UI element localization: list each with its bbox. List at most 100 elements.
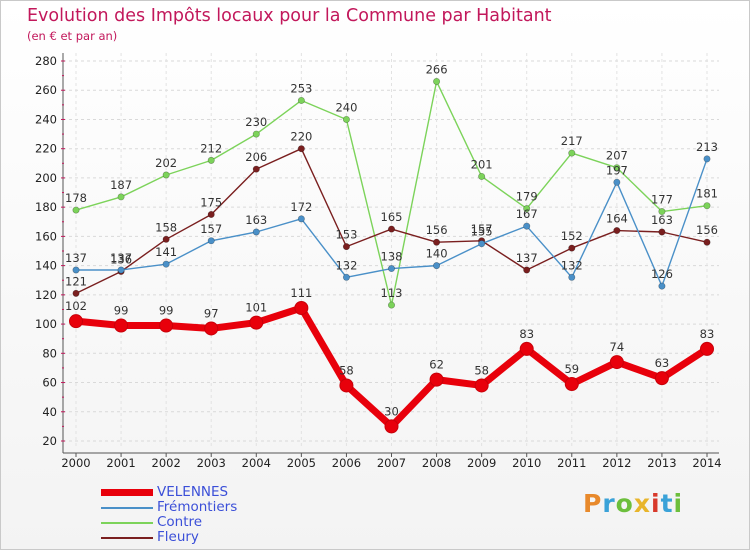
data-label: 165: [381, 210, 403, 224]
data-label: 30: [384, 404, 399, 418]
data-label: 59: [564, 362, 579, 376]
data-point: [204, 321, 219, 336]
logo-letter: i: [673, 489, 684, 518]
data-label: 253: [290, 81, 312, 95]
data-point: [117, 193, 125, 201]
data-label: 141: [155, 245, 177, 259]
data-label: 137: [516, 251, 538, 265]
data-point: [162, 260, 170, 268]
data-label: 201: [471, 157, 493, 171]
data-point: [564, 377, 579, 391]
data-point: [433, 77, 441, 85]
legend-swatch: [101, 537, 153, 539]
x-tick-label: 2013: [647, 456, 676, 470]
y-tick-label: 120: [35, 288, 57, 302]
data-point: [384, 419, 399, 434]
data-label: 155: [471, 225, 493, 239]
data-point: [568, 149, 576, 157]
logo-letter: o: [615, 489, 634, 518]
legend-swatch: [101, 489, 153, 496]
data-point: [658, 228, 666, 236]
data-label: 212: [200, 141, 222, 155]
data-label: 202: [155, 156, 177, 170]
data-point: [523, 222, 531, 230]
data-point: [433, 262, 441, 270]
x-tick-label: 2006: [332, 456, 361, 470]
data-point: [342, 243, 350, 251]
data-point: [117, 266, 125, 274]
data-point: [114, 318, 129, 333]
data-label: 172: [290, 200, 312, 214]
data-point: [568, 244, 576, 252]
data-label: 220: [290, 130, 312, 144]
data-label: 167: [516, 207, 538, 221]
x-tick-label: 2010: [512, 456, 541, 470]
data-label: 156: [426, 223, 448, 237]
data-label: 138: [381, 250, 403, 264]
data-point: [162, 235, 170, 243]
data-point: [294, 301, 309, 315]
data-label: 99: [114, 304, 129, 318]
data-point: [609, 355, 624, 370]
x-tick-label: 2008: [422, 456, 451, 470]
data-point: [252, 165, 260, 173]
data-point: [342, 273, 350, 281]
data-point: [478, 240, 486, 248]
data-label: 137: [65, 251, 87, 265]
data-point: [658, 208, 666, 216]
data-label: 83: [700, 327, 715, 341]
data-label: 58: [339, 363, 354, 377]
data-label: 126: [651, 267, 673, 281]
y-tick-label: 280: [35, 54, 57, 68]
y-tick-label: 140: [35, 259, 57, 273]
legend-swatch: [101, 507, 153, 509]
data-point: [297, 215, 305, 223]
data-point: [342, 115, 350, 123]
data-point: [658, 282, 666, 290]
logo-letter: P: [583, 489, 603, 518]
data-point: [613, 178, 621, 186]
y-tick-label: 200: [35, 171, 57, 185]
proxiti-logo: Proxiti: [583, 489, 683, 518]
data-label: 163: [651, 213, 673, 227]
logo-letter: x: [633, 489, 651, 518]
y-tick-label: 100: [35, 317, 57, 331]
data-label: 58: [474, 363, 489, 377]
y-tick-label: 40: [42, 405, 57, 419]
legend-label: Fleury: [157, 529, 199, 545]
data-point: [297, 145, 305, 153]
data-point: [523, 205, 531, 213]
legend-label: VELENNES: [157, 484, 229, 500]
legend-label: Frémontiers: [157, 499, 238, 515]
data-point: [72, 289, 80, 297]
data-label: 207: [606, 149, 628, 163]
data-label: 140: [426, 247, 448, 261]
data-point: [613, 164, 621, 172]
data-point: [387, 265, 395, 273]
data-label: 266: [426, 62, 448, 76]
data-label: 187: [110, 178, 132, 192]
data-point: [252, 130, 260, 138]
chart-title: Evolution des Impôts locaux pour la Comm…: [27, 6, 552, 26]
data-point: [523, 266, 531, 274]
y-tick-label: 80: [42, 346, 57, 360]
data-label: 164: [606, 212, 628, 226]
data-label: 62: [429, 358, 444, 372]
data-point: [69, 314, 83, 329]
data-point: [519, 341, 534, 356]
data-label: 181: [696, 187, 718, 201]
data-point: [72, 206, 80, 214]
data-label: 206: [245, 150, 267, 164]
x-tick-label: 2011: [557, 456, 586, 470]
data-label: 137: [110, 251, 132, 265]
data-point: [387, 225, 395, 233]
data-label: 136: [110, 252, 132, 266]
data-label: 132: [561, 258, 583, 272]
data-point: [162, 171, 170, 179]
data-point: [654, 371, 669, 386]
x-tick-label: 2002: [152, 456, 181, 470]
data-label: 102: [65, 299, 87, 313]
x-tick-label: 2005: [287, 456, 316, 470]
x-tick-label: 2001: [106, 456, 135, 470]
data-label: 156: [696, 223, 718, 237]
